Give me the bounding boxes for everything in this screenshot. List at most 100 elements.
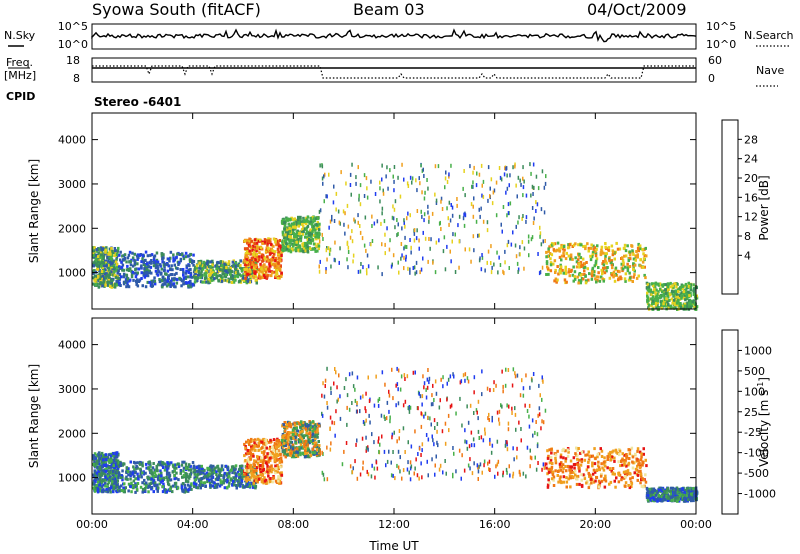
echo-cell: [125, 260, 128, 264]
echo-cell: [295, 433, 299, 436]
echo-cell: [590, 243, 593, 247]
echo-cell: [175, 281, 179, 285]
echo-cell: [133, 468, 136, 472]
echo-cell: [349, 183, 352, 187]
echo-cell: [110, 247, 113, 250]
echo-cell: [122, 268, 125, 272]
echo-cell: [326, 257, 328, 262]
echo-cell: [328, 225, 330, 230]
echo-cell: [154, 473, 157, 477]
echo-cell: [326, 401, 328, 405]
echo-cell: [189, 271, 193, 275]
echo-cell: [281, 450, 285, 454]
echo-cell: [313, 246, 317, 250]
echo-cell: [671, 301, 674, 305]
echo-cell: [462, 216, 465, 221]
echo-cell: [113, 285, 117, 289]
echo-cell: [243, 454, 246, 458]
echo-cell: [504, 249, 506, 254]
echo-cell: [265, 481, 268, 485]
echo-cell: [305, 228, 308, 231]
echo-cell: [639, 247, 642, 251]
echo-cell: [130, 481, 133, 485]
y-tick-label: 4000: [58, 134, 86, 147]
echo-cell: [425, 433, 428, 437]
echo-cell: [261, 253, 265, 257]
echo-cell: [187, 468, 191, 472]
echo-cell: [549, 257, 552, 261]
echo-cell: [176, 260, 180, 264]
echo-cell: [109, 471, 112, 475]
echo-cell: [104, 475, 107, 479]
echo-cell: [585, 261, 588, 264]
echo-cell: [266, 467, 269, 471]
echo-cell: [286, 234, 290, 238]
echo-cell: [605, 252, 608, 256]
echo-cell: [185, 474, 188, 478]
echo-cell: [247, 250, 250, 254]
echo-cell: [221, 260, 224, 264]
echo-cell: [411, 176, 414, 181]
echo-cell: [143, 482, 146, 486]
echo-cell: [102, 279, 106, 283]
echo-cell: [109, 285, 112, 288]
echo-cell: [104, 268, 107, 272]
echo-cell: [391, 215, 394, 220]
echo-cell: [291, 228, 295, 232]
echo-cell: [165, 470, 169, 473]
echo-cell: [245, 278, 248, 282]
echo-cell: [95, 262, 98, 266]
echo-cell: [517, 175, 520, 180]
echo-cell: [250, 447, 253, 451]
echo-cell: [106, 280, 109, 284]
echo-cell: [313, 452, 316, 456]
echo-cell: [552, 262, 555, 266]
echo-cell: [139, 485, 143, 489]
echo-cell: [420, 267, 423, 272]
echo-cell: [234, 464, 238, 468]
echo-cell: [687, 299, 691, 303]
echo-cell: [138, 253, 141, 257]
echo-cell: [279, 256, 282, 260]
echo-cell: [572, 265, 575, 269]
echo-cell: [438, 405, 441, 410]
echo-cell: [515, 254, 518, 259]
echo-cell: [330, 386, 332, 391]
echo-cell: [663, 298, 667, 302]
echo-cell: [479, 256, 481, 261]
echo-cell: [463, 169, 465, 173]
echo-cell: [133, 474, 136, 478]
echo-cell: [220, 468, 224, 472]
echo-cell: [216, 270, 220, 274]
colorbar-tick-label: 24: [744, 153, 758, 166]
echo-cell: [506, 213, 508, 218]
echo-cell: [238, 484, 242, 488]
echo-cell: [445, 471, 447, 476]
echo-cell: [143, 489, 147, 493]
echo-cell: [218, 484, 222, 488]
echo-cell: [195, 486, 198, 489]
echo-cell: [505, 166, 508, 171]
echo-cell: [480, 267, 483, 272]
echo-cell: [232, 264, 235, 267]
echo-cell: [489, 441, 491, 446]
echo-cell: [168, 474, 171, 478]
echo-cell: [99, 246, 103, 250]
echo-cell: [367, 264, 370, 269]
echo-cell: [253, 238, 257, 242]
echo-cell: [204, 485, 207, 488]
echo-cell: [211, 480, 214, 484]
echo-cell: [107, 453, 111, 457]
echo-cell: [166, 263, 169, 267]
echo-cell: [595, 275, 599, 279]
echo-cell: [104, 283, 107, 287]
echo-cell: [243, 239, 246, 243]
echo-cell: [298, 246, 302, 249]
echo-cell: [103, 468, 107, 472]
echo-cell: [253, 242, 257, 246]
echo-cell: [205, 280, 208, 284]
echo-cell: [97, 460, 100, 464]
echo-cell: [118, 273, 122, 276]
echo-cell: [423, 196, 426, 201]
echo-cell: [155, 251, 159, 255]
